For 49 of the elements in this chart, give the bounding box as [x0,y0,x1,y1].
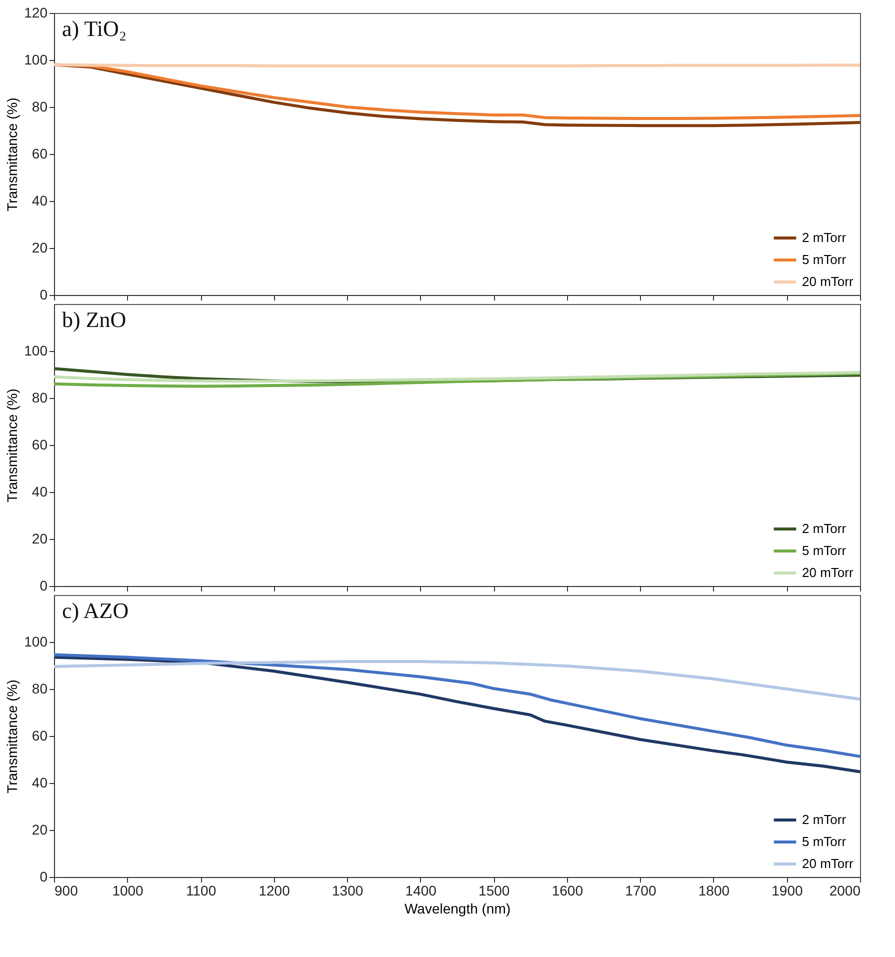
y-tick-label: 100 [24,342,48,358]
y-tick-label: 0 [40,868,48,884]
x-tick-label: 1800 [698,882,730,898]
y-axis-title: Transmittance (%) [4,388,20,502]
x-tick-label: 1200 [258,882,290,898]
y-tick-label: 60 [32,436,48,452]
legend-label: 5 mTorr [802,252,847,267]
x-tick-label: 1500 [478,882,510,898]
y-tick-label: 0 [40,578,48,594]
y-tick-label: 0 [40,286,48,302]
y-tick-label: 40 [32,192,48,208]
x-axis-title: Wavelength (nm) [404,900,511,916]
legend-label: 2 mTorr [802,521,847,536]
legend-label: 5 mTorr [802,834,847,849]
y-tick-label: 80 [32,390,48,406]
y-tick-label: 20 [32,822,48,838]
y-tick-label: 60 [32,146,48,162]
y-tick-label: 60 [32,728,48,744]
y-tick-label: 80 [32,98,48,114]
x-tick-label: 1300 [332,882,364,898]
x-tick-label: 1900 [772,882,804,898]
y-tick-label: 80 [32,680,48,696]
y-tick-label: 20 [32,530,48,546]
x-tick-label: 1400 [405,882,437,898]
y-tick-label: 100 [24,52,48,68]
y-tick-label: 100 [24,634,48,650]
legend-label: 20 mTorr [802,856,854,871]
legend-label: 2 mTorr [802,230,847,245]
y-tick-label: 40 [32,774,48,790]
x-tick-label: 1600 [552,882,584,898]
chart-title: a) TiO₂ [62,16,127,41]
x-tick-label: 900 [54,882,78,898]
line-series [52,660,862,701]
x-tick-label: 1000 [112,882,144,898]
line-series [52,370,862,383]
legend-label: 5 mTorr [802,543,847,558]
legend-label: 20 mTorr [802,274,854,289]
y-axis-title: Transmittance (%) [4,98,20,212]
y-axis-title: Transmittance (%) [4,680,20,794]
x-tick-label: 1100 [186,882,216,898]
legend-label: 20 mTorr [802,565,854,580]
y-tick-label: 40 [32,484,48,500]
y-tick-label: 120 [24,4,48,20]
legend-label: 2 mTorr [802,812,847,827]
chart-title: b) ZnO [62,307,126,332]
y-tick-label: 20 [32,240,48,256]
x-tick-label: 2000 [829,882,861,898]
x-tick-label: 1700 [625,882,656,898]
chart-title: c) AZO [62,598,129,623]
